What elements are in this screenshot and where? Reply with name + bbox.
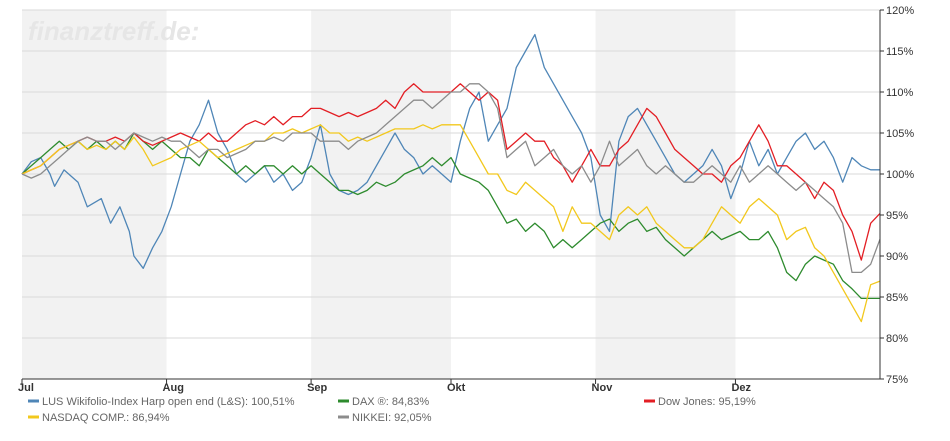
y-tick-label: 105% <box>886 128 914 140</box>
y-tick-label: 75% <box>886 374 908 386</box>
y-tick-label: 80% <box>886 333 908 345</box>
series-line-4 <box>21 83 881 274</box>
gridlines <box>22 9 880 380</box>
series-lines <box>21 33 881 323</box>
series-line-0 <box>21 33 880 269</box>
x-tick-label: Nov <box>592 382 614 394</box>
x-tick-label: Jul <box>18 382 34 394</box>
y-tick-label: 120% <box>886 5 914 17</box>
legend-label: DAX ®: 84,83% <box>352 396 429 408</box>
x-tick-label: Okt <box>447 382 466 394</box>
y-tick-label: 90% <box>886 251 908 263</box>
y-tick-label: 110% <box>886 87 914 99</box>
series-line-3 <box>21 124 881 323</box>
axes: 75% 80% 85% 90% 95% 100% 105% 110% 115% 120% Jul Au… <box>18 5 914 394</box>
series-line-1 <box>21 132 880 300</box>
x-tick-label: Aug <box>163 382 184 394</box>
month-band-sep <box>311 10 451 379</box>
month-band-jul <box>22 10 167 379</box>
y-tick-label: 100% <box>886 169 914 181</box>
x-tick-label: Sep <box>307 382 327 394</box>
month-band-nov <box>595 10 736 379</box>
month-shading <box>22 10 736 379</box>
legend-label: Dow Jones: 95,19% <box>658 396 756 408</box>
legend-label: NIKKEI: 92,05% <box>352 412 432 424</box>
x-tick-label: Dez <box>731 382 751 394</box>
legend-label: LUS Wikifolio-Index Harp open end (L&S):… <box>42 396 295 408</box>
y-tick-label: 115% <box>886 46 914 58</box>
y-tick-label: 95% <box>886 210 908 222</box>
legend-label: NASDAQ COMP.: 86,94% <box>42 412 170 424</box>
legend: LUS Wikifolio-Index Harp open end (L&S):… <box>28 396 756 424</box>
y-tick-label: 85% <box>886 292 908 304</box>
watermark: finanztreff.de: <box>28 16 199 46</box>
